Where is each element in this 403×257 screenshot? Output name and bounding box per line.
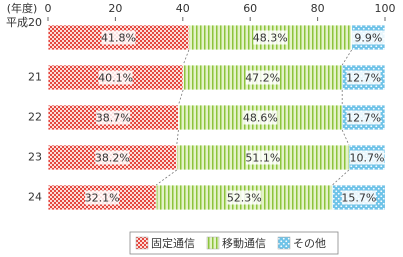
- connector: [341, 49, 352, 66]
- value-label-bg: [253, 30, 288, 45]
- value-label: 12.7%: [346, 72, 381, 85]
- connector: [341, 129, 350, 146]
- value-label: 38.7%: [96, 112, 131, 125]
- value-label: 51.1%: [245, 152, 280, 165]
- y-tick-label: 22: [28, 111, 42, 124]
- value-label-bg: [351, 30, 386, 45]
- value-label: 12.7%: [346, 112, 381, 125]
- x-tick-label: 60: [243, 2, 257, 15]
- value-label-bg: [101, 30, 136, 45]
- value-label-bg: [243, 110, 278, 125]
- legend-label: 移動通信: [222, 236, 266, 250]
- connector: [182, 49, 190, 66]
- value-label-bg: [95, 150, 130, 165]
- value-label: 15.7%: [341, 192, 376, 205]
- legend-swatch: [135, 236, 149, 250]
- value-label-bg: [341, 190, 376, 205]
- x-tick-label: 80: [311, 2, 325, 15]
- x-tick-label: 40: [176, 2, 190, 15]
- legend-swatch: [277, 236, 291, 250]
- value-label-bg: [98, 70, 133, 85]
- legend-label: その他: [293, 237, 326, 250]
- value-label-bg: [245, 70, 280, 85]
- value-label: 10.7%: [349, 152, 384, 165]
- y-tick-label: 24: [28, 191, 42, 204]
- value-label-bg: [346, 70, 381, 85]
- value-label: 40.1%: [98, 72, 133, 85]
- connector: [155, 169, 177, 186]
- legend-frame: [129, 231, 339, 255]
- value-label-bg: [96, 110, 131, 125]
- value-label-bg: [227, 190, 262, 205]
- value-label: 52.3%: [227, 192, 262, 205]
- value-label-bg: [245, 150, 280, 165]
- value-label: 47.2%: [245, 72, 280, 85]
- legend-label: 固定通信: [151, 236, 195, 250]
- value-label-bg: [349, 150, 384, 165]
- connector: [178, 89, 184, 106]
- x-tick-label: 100: [375, 2, 396, 15]
- value-label: 48.3%: [253, 32, 288, 45]
- connector: [176, 129, 179, 146]
- value-label: 9.9%: [354, 32, 382, 45]
- value-label: 48.6%: [243, 112, 278, 125]
- y-axis-label: (年度): [7, 1, 38, 15]
- y-tick-label: 23: [28, 151, 42, 164]
- value-label: 32.1%: [85, 192, 120, 205]
- x-tick-label: 20: [108, 2, 122, 15]
- y-tick-label: 21: [28, 71, 42, 84]
- y-tick-label: 平成20: [6, 16, 42, 29]
- value-label: 38.2%: [95, 152, 130, 165]
- legend-swatch: [206, 236, 220, 250]
- x-tick-label: 0: [45, 2, 52, 15]
- value-label: 41.8%: [101, 32, 136, 45]
- value-label-bg: [346, 110, 381, 125]
- connector: [332, 169, 350, 186]
- value-label-bg: [85, 190, 120, 205]
